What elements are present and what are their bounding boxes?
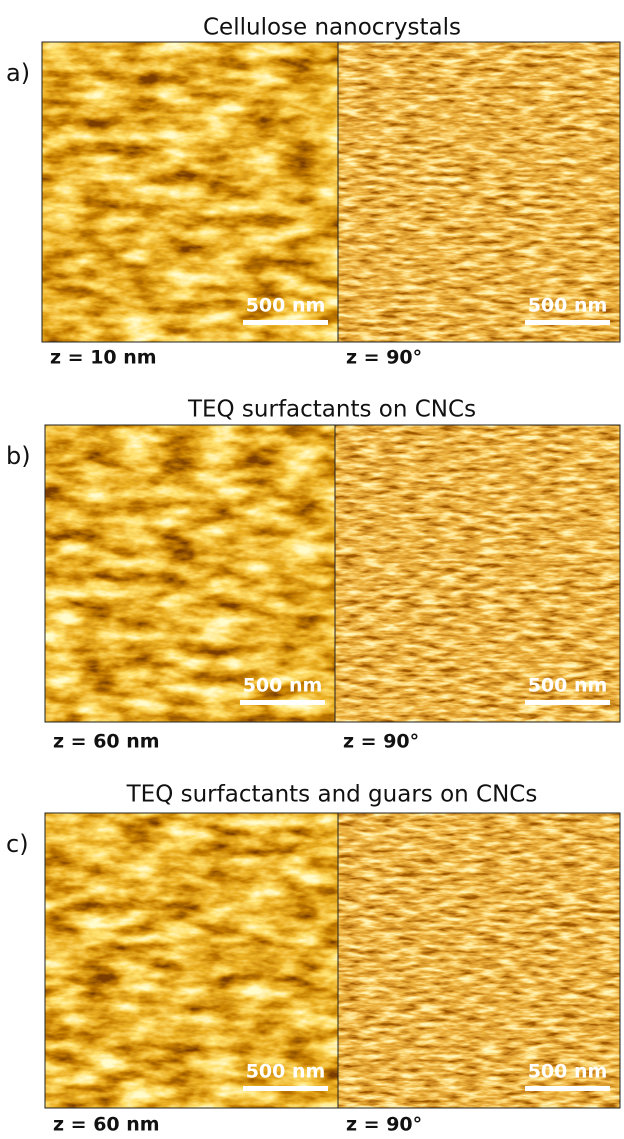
panel-title: Cellulose nanocrystals <box>203 15 461 41</box>
scale-bar-label: 500 nm <box>528 1061 608 1083</box>
panel-label: b) <box>6 442 31 470</box>
scale-bar-label: 500 nm <box>528 295 608 317</box>
scale-bar-label: 500 nm <box>246 295 326 317</box>
scale-bar-label: 500 nm <box>243 675 323 697</box>
scale-bar <box>525 700 610 705</box>
image-caption: z = 90° <box>346 1114 422 1136</box>
panel-title: TEQ surfactants and guars on CNCs <box>126 782 538 808</box>
image-caption: z = 10 nm <box>50 347 157 369</box>
scale-bar <box>240 700 325 705</box>
scale-bar <box>243 1086 328 1091</box>
image-caption: z = 90° <box>343 731 419 753</box>
image-caption: z = 90° <box>346 347 422 369</box>
scale-bar-label: 500 nm <box>528 675 608 697</box>
image-caption: z = 60 nm <box>53 731 160 753</box>
panel-label: c) <box>6 830 29 858</box>
scale-bar <box>525 1086 610 1091</box>
scale-bar-label: 500 nm <box>246 1061 326 1083</box>
scale-bar <box>525 320 610 325</box>
scale-bar <box>243 320 328 325</box>
panel-label: a) <box>6 59 30 87</box>
figure: Cellulose nanocrystals a) 500 nm z = 10 nm 5… <box>0 0 624 1135</box>
panel-title: TEQ surfactants on CNCs <box>187 397 476 423</box>
image-caption: z = 60 nm <box>53 1114 160 1136</box>
